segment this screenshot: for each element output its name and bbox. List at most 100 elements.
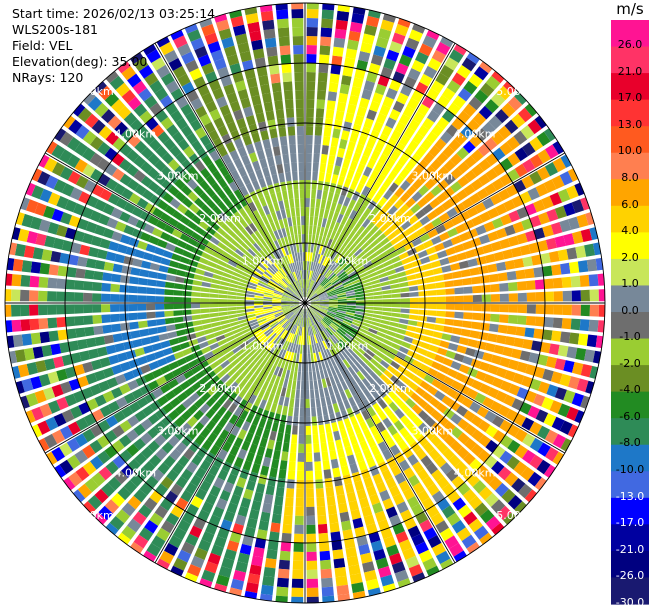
velocity-gate	[98, 125, 113, 140]
velocity-gate	[305, 434, 312, 444]
velocity-gate	[370, 540, 384, 552]
velocity-gate	[242, 343, 252, 352]
velocity-gate	[353, 336, 363, 344]
velocity-gate	[168, 409, 180, 421]
velocity-gate	[155, 219, 167, 230]
velocity-gate	[101, 109, 116, 124]
velocity-gate	[217, 417, 228, 429]
velocity-gate	[123, 392, 136, 404]
velocity-gate	[422, 557, 437, 571]
velocity-gate	[429, 198, 441, 209]
velocity-gate	[282, 72, 292, 83]
velocity-gate	[362, 399, 372, 410]
velocity-gate	[56, 317, 67, 328]
velocity-gate	[450, 426, 463, 439]
velocity-gate	[296, 353, 300, 363]
velocity-gate	[77, 483, 92, 499]
azimuth-spoke	[44, 152, 306, 304]
velocity-gate	[329, 303, 338, 305]
velocity-gate	[272, 308, 282, 312]
velocity-gate	[314, 461, 322, 471]
velocity-gate	[529, 378, 542, 391]
velocity-gate	[282, 340, 288, 350]
velocity-gate	[94, 199, 107, 212]
velocity-gate	[285, 488, 295, 498]
colorbar-tick-label: -8.0	[619, 436, 641, 450]
velocity-gate	[435, 41, 451, 56]
velocity-gate	[222, 347, 232, 355]
velocity-gate	[248, 212, 257, 223]
velocity-gate	[592, 350, 601, 364]
velocity-gate	[359, 440, 369, 452]
velocity-gate	[350, 276, 360, 282]
velocity-gate	[390, 360, 401, 370]
velocity-gate	[423, 65, 438, 79]
velocity-gate	[273, 310, 283, 315]
velocity-gate	[314, 361, 319, 372]
velocity-gate	[127, 379, 139, 391]
colorbar-segment	[611, 418, 649, 446]
velocity-gate	[537, 425, 551, 440]
velocity-gate	[535, 183, 549, 197]
velocity-gate	[356, 535, 368, 547]
velocity-gate	[253, 491, 264, 503]
velocity-gate	[563, 233, 575, 246]
velocity-gate	[291, 578, 304, 588]
velocity-gate	[104, 499, 120, 514]
velocity-gate	[354, 235, 363, 245]
velocity-gate	[457, 504, 472, 518]
velocity-gate	[440, 131, 453, 144]
velocity-gate	[341, 322, 351, 329]
velocity-gate	[204, 32, 219, 45]
velocity-gate	[310, 398, 316, 408]
velocity-gate	[293, 54, 304, 64]
velocity-gate	[237, 315, 247, 321]
velocity-gate	[318, 254, 323, 264]
velocity-gate	[508, 235, 520, 247]
velocity-gate	[316, 406, 323, 417]
velocity-gate	[434, 274, 445, 282]
velocity-gate	[340, 370, 348, 381]
velocity-gate	[475, 370, 487, 382]
velocity-gate	[82, 428, 96, 443]
range-ring-label: 4.00km	[454, 127, 496, 140]
velocity-gate	[387, 326, 398, 333]
colorbar-segment	[611, 524, 649, 552]
velocity-gate	[247, 21, 261, 33]
velocity-gate	[341, 75, 352, 86]
velocity-gate	[554, 358, 566, 371]
velocity-gate	[482, 243, 493, 254]
velocity-gate	[296, 326, 300, 336]
velocity-gate	[107, 476, 122, 491]
velocity-gate	[173, 283, 184, 290]
velocity-gate	[427, 228, 439, 239]
velocity-gate	[315, 285, 322, 293]
velocity-gate	[155, 296, 165, 303]
velocity-gate	[167, 378, 179, 389]
velocity-gate	[246, 517, 258, 529]
velocity-gate	[464, 423, 477, 436]
velocity-gate	[524, 268, 535, 279]
velocity-gate	[337, 306, 347, 310]
velocity-gate	[537, 149, 551, 164]
velocity-gate	[396, 501, 409, 514]
velocity-gate	[238, 282, 248, 288]
velocity-gate	[277, 358, 284, 368]
velocity-gate	[148, 235, 160, 246]
velocity-gate	[315, 244, 321, 254]
velocity-gate	[445, 350, 456, 360]
velocity-gate	[533, 366, 546, 379]
velocity-gate	[282, 330, 289, 340]
velocity-gate	[418, 303, 428, 309]
velocity-gate	[537, 354, 549, 366]
velocity-gate	[310, 280, 315, 290]
velocity-gate	[127, 415, 140, 428]
velocity-gate	[462, 240, 473, 251]
velocity-gate	[264, 310, 274, 314]
velocity-gate	[213, 117, 225, 129]
velocity-gate	[475, 224, 487, 236]
velocity-gate	[418, 184, 430, 196]
velocity-gate	[485, 425, 498, 438]
velocity-gate	[261, 247, 270, 257]
velocity-gate	[529, 421, 543, 436]
